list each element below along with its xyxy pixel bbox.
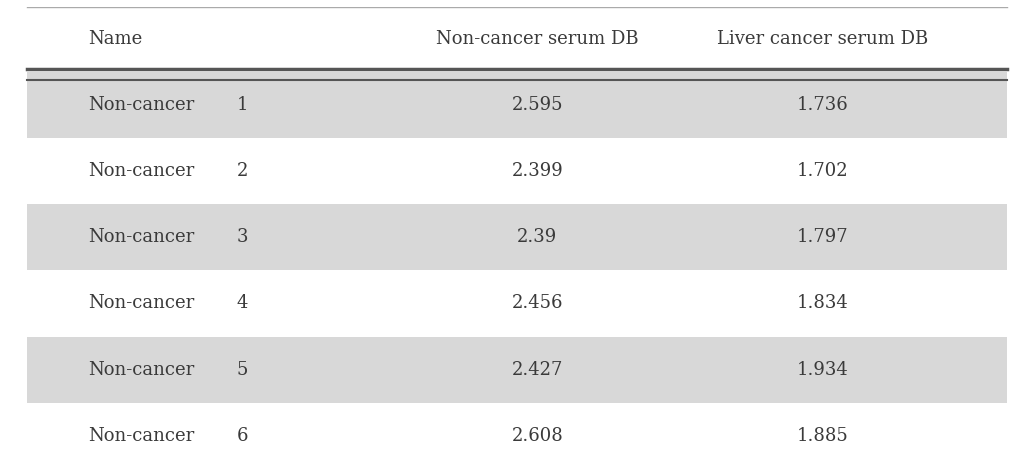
Text: 1.702: 1.702 [797,162,849,180]
Text: 2.456: 2.456 [512,295,564,312]
Text: 2.608: 2.608 [512,427,564,445]
Text: 6: 6 [237,427,248,445]
Text: Name: Name [89,30,143,48]
Bar [27,72,1007,138]
Text: 4: 4 [237,295,248,312]
Text: Non-cancer: Non-cancer [89,228,194,246]
Text: Non-cancer: Non-cancer [89,96,194,114]
Text: Non-cancer: Non-cancer [89,295,194,312]
Text: 3: 3 [237,228,248,246]
Text: 1.797: 1.797 [797,228,849,246]
Text: 1: 1 [237,96,248,114]
Text: 5: 5 [237,361,248,379]
Text: Non-cancer: Non-cancer [89,162,194,180]
Text: Liver cancer serum DB: Liver cancer serum DB [718,30,929,48]
Text: 2: 2 [237,162,248,180]
Text: Non-cancer serum DB: Non-cancer serum DB [436,30,639,48]
Bar [27,204,1007,270]
Bar [27,337,1007,403]
Text: 2.399: 2.399 [512,162,564,180]
Text: 2.595: 2.595 [512,96,564,114]
Text: Non-cancer: Non-cancer [89,427,194,445]
Text: 1.885: 1.885 [797,427,849,445]
Text: Non-cancer: Non-cancer [89,361,194,379]
Text: 1.736: 1.736 [797,96,849,114]
Text: 1.934: 1.934 [797,361,849,379]
Text: 2.39: 2.39 [517,228,557,246]
Text: 1.834: 1.834 [797,295,849,312]
Text: 2.427: 2.427 [512,361,564,379]
